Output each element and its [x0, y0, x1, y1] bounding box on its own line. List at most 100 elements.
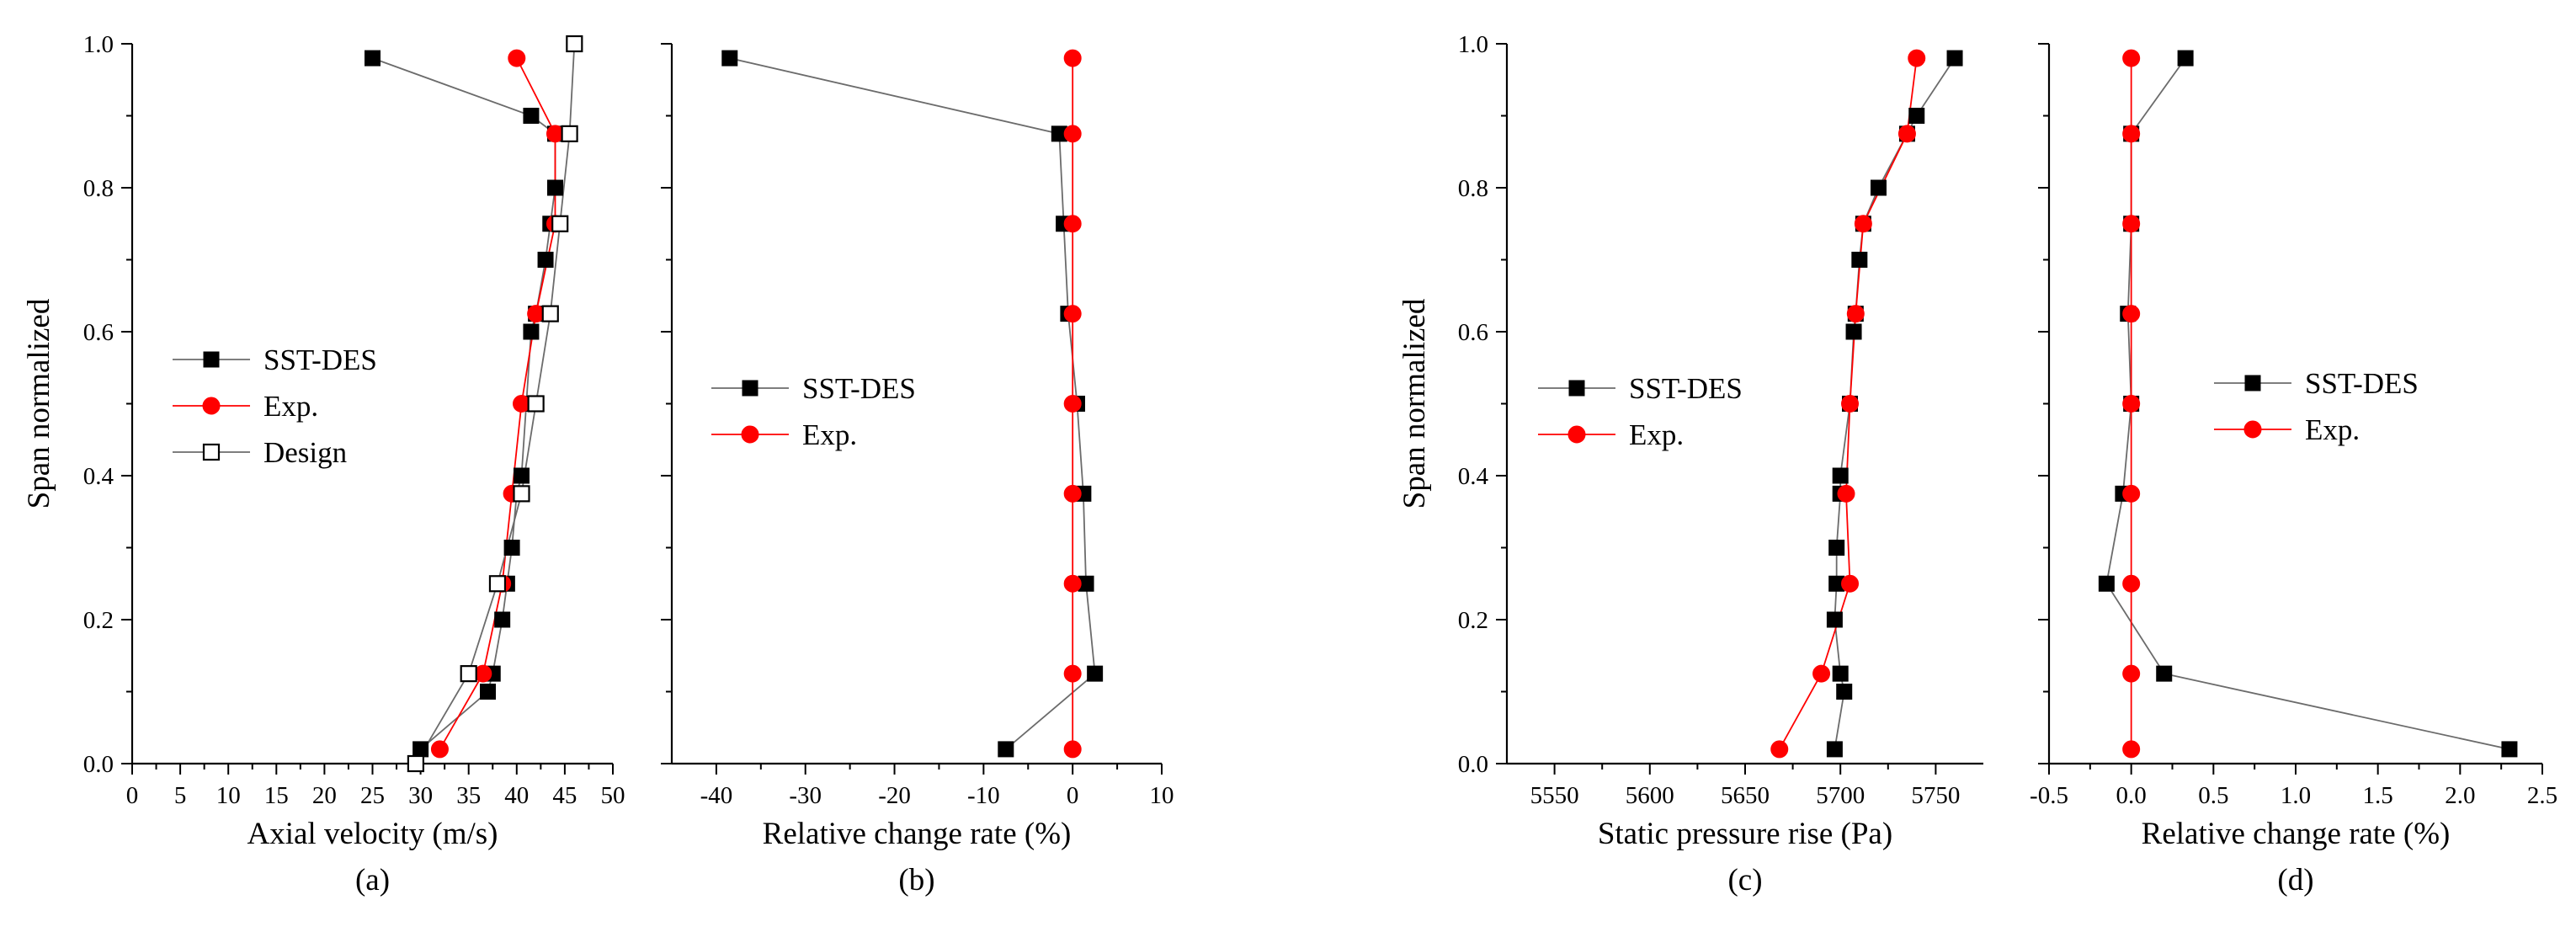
legend-label: SST-DES — [2305, 367, 2419, 400]
data-point — [1908, 108, 1925, 124]
y-tick-label: 0.4 — [83, 463, 114, 490]
data-point — [523, 108, 540, 124]
x-axis-label: Relative change rate (%) — [763, 817, 1072, 851]
data-point — [1836, 684, 1853, 700]
x-tick-label: 1.5 — [2363, 782, 2393, 809]
legend-label: Exp. — [2305, 413, 2360, 446]
series-markers — [407, 35, 583, 773]
data-point — [527, 395, 545, 413]
y-tick-label: 1.0 — [1458, 31, 1488, 58]
x-tick-label: 2.5 — [2527, 782, 2557, 809]
data-point — [2501, 741, 2518, 758]
y-tick-label: 1.0 — [83, 31, 114, 58]
x-tick-label: 15 — [264, 782, 289, 809]
data-point — [2122, 664, 2141, 683]
data-point — [1063, 125, 1082, 143]
data-point — [2122, 125, 2141, 143]
data-point — [527, 305, 546, 323]
data-point — [541, 305, 559, 322]
legend-marker — [203, 351, 220, 368]
panel-label: (a) — [355, 863, 390, 897]
y-tick-label: 0.6 — [83, 319, 114, 346]
legend-marker — [202, 443, 221, 461]
data-point — [1087, 665, 1104, 682]
x-tick-label: 30 — [408, 782, 433, 809]
data-point — [1063, 305, 1082, 323]
data-point — [1828, 540, 1845, 556]
data-point — [721, 50, 738, 67]
data-point — [1812, 664, 1831, 683]
y-tick-label: 0.2 — [83, 607, 114, 634]
data-point — [1846, 305, 1865, 323]
legend-marker — [741, 425, 759, 444]
x-tick-label: 5750 — [1911, 782, 1960, 809]
series-markers — [1063, 49, 1082, 759]
data-point — [1063, 215, 1082, 233]
x-tick-label: 10 — [216, 782, 241, 809]
data-point — [513, 395, 531, 413]
data-point — [2122, 305, 2141, 323]
data-point — [407, 754, 424, 773]
x-tick-label: -0.5 — [2030, 782, 2068, 809]
x-tick-label: 5600 — [1626, 782, 1674, 809]
data-point — [1063, 664, 1082, 683]
panels: 0.0 0.2 0.4 0.6 0.8 1.0 0 5 10 15 20 25 30 35 40 45 50 Ax… — [22, 31, 2557, 897]
legend-marker — [2243, 420, 2262, 439]
x-tick-label: 5700 — [1816, 782, 1865, 809]
y-tick-label: 0.8 — [83, 175, 114, 202]
data-point — [1908, 49, 1926, 67]
data-point — [1851, 252, 1868, 268]
series-markers — [1770, 49, 1926, 759]
legend-marker — [2244, 375, 2261, 391]
y-tick-label: 0.2 — [1458, 607, 1488, 634]
data-point — [1063, 49, 1082, 67]
data-point — [546, 125, 564, 143]
y-tick-label: 0.6 — [1458, 319, 1488, 346]
x-tick-label: 25 — [360, 782, 385, 809]
data-point — [546, 179, 563, 196]
legend-label: SST-DES — [263, 344, 377, 376]
data-point — [2177, 50, 2194, 67]
x-tick-label: -30 — [789, 782, 822, 809]
x-tick-label: 50 — [601, 782, 625, 809]
legend-label: Design — [263, 436, 347, 469]
data-point — [514, 467, 530, 484]
legend: SST-DES Exp. — [1538, 372, 1743, 451]
data-point — [480, 684, 497, 700]
x-tick-label: 5650 — [1721, 782, 1770, 809]
x-tick-label: 20 — [312, 782, 337, 809]
data-point — [2122, 49, 2141, 67]
legend-label: Exp. — [802, 418, 857, 451]
panel-2: -40 -30 -20 -10 0 10 Relative change rate (%) (… — [661, 43, 1174, 897]
x-tick-label: -10 — [967, 782, 1000, 809]
data-point — [365, 50, 381, 67]
data-point — [1063, 574, 1082, 593]
data-point — [998, 741, 1014, 758]
data-point — [566, 35, 583, 53]
legend-marker — [1567, 425, 1586, 444]
data-point — [1854, 215, 1872, 233]
data-point — [2098, 575, 2115, 592]
legend-label: SST-DES — [802, 372, 916, 405]
y-tick-label: 0.8 — [1458, 175, 1488, 202]
legend: SST-DES Exp. — [2214, 367, 2419, 446]
x-tick-label: 45 — [552, 782, 577, 809]
y-tick-label: 0.4 — [1458, 463, 1489, 490]
data-point — [1870, 179, 1887, 196]
data-point — [1770, 740, 1789, 759]
data-point — [2122, 395, 2141, 413]
panel-3: 0.0 0.2 0.4 0.6 0.8 1.0 5550 5600 5650 5700 5750 St… — [1397, 31, 1983, 897]
x-tick-label: -20 — [878, 782, 911, 809]
x-tick-label: 0 — [126, 782, 139, 809]
legend-label: Exp. — [263, 390, 318, 423]
data-point — [460, 665, 477, 683]
panel-label: (d) — [2277, 863, 2313, 897]
x-tick-label: 40 — [504, 782, 529, 809]
data-point — [508, 49, 526, 67]
x-tick-label: 0.5 — [2198, 782, 2228, 809]
panel-label: (c) — [1727, 863, 1762, 897]
data-point — [551, 215, 569, 232]
legend-marker — [1568, 380, 1585, 397]
y-axis-label: Span normalized — [1397, 298, 1432, 509]
